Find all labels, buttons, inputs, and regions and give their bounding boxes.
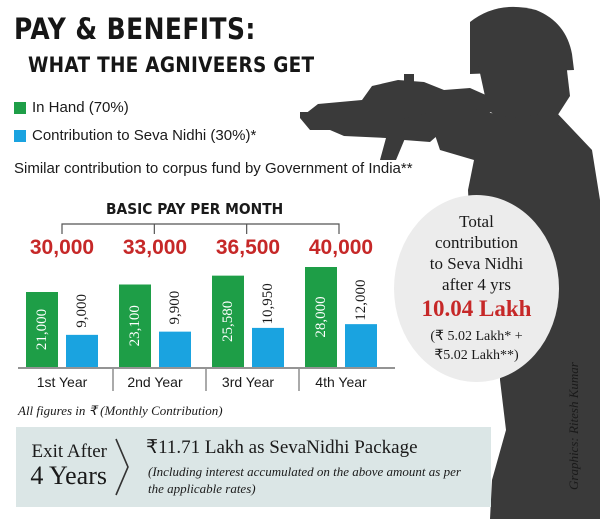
total-pay-label: 33,000 [123,236,187,259]
graphics-credit: Graphics: Ritesh Kumar [566,362,581,490]
total-amount: 10.04 Lakh [421,296,532,321]
bar-seva-nidhi [66,334,98,367]
page-title: PAY & BENEFITS: [14,12,256,46]
total-pay-label: 30,000 [30,236,94,259]
total-pay-label: 40,000 [309,236,373,259]
exit-label-line-1: Exit After [31,441,107,462]
chart-title: BASIC PAY PER MONTH [106,200,284,218]
total-line-1: Total [459,212,494,231]
exit-package-headline: ₹11.71 Lakh as SevaNidhi Package [146,437,418,458]
bar-in-hand-label: 28,000 [313,296,329,337]
chart-bracket [61,223,340,234]
bar-seva-nidhi [345,324,377,367]
bar-in-hand [26,292,58,367]
bar-in-hand-label: 25,580 [220,301,236,342]
category-label: 2nd Year [127,374,183,390]
total-line-4: after 4 yrs [442,275,511,294]
figures-note: All figures in ₹ (Monthly Contribution) [18,403,223,418]
total-breakdown-2: ₹5.02 Lakh**) [434,348,519,363]
exit-panel [16,427,491,507]
total-line-2: contribution [434,233,519,252]
exit-package-detail: (Including interest accumulated on the a… [148,464,461,497]
bar-in-hand-label: 21,000 [34,309,50,350]
page-subtitle: WHAT THE AGNIVEERS GET [28,53,315,77]
green-swatch-icon [14,101,26,114]
chevron-right-icon [115,438,129,496]
bar-in-hand [119,284,151,367]
bar-in-hand [212,275,244,367]
blue-swatch-icon [14,129,26,142]
category-label: 1st Year [37,374,88,390]
legend-item-in-hand: In Hand (70%) [14,99,129,116]
total-pay-label: 36,500 [216,236,280,259]
total-line-3: to Seva Nidhi [429,254,524,273]
exit-label-line-2: 4 Years [30,461,107,490]
bar-seva-nidhi-label: 10,950 [260,283,276,324]
legend-label-seva-nidhi: Contribution to Seva Nidhi (30%)* [32,127,257,144]
legend-item-seva-nidhi: Contribution to Seva Nidhi (30%)* [14,127,256,144]
bar-seva-nidhi [159,331,191,367]
legend-label-in-hand: In Hand (70%) [32,99,129,116]
bar-seva-nidhi [252,327,284,367]
category-label: 3rd Year [222,374,274,390]
bar-seva-nidhi-label: 9,900 [167,291,183,325]
total-contribution-circle [394,195,559,382]
bar-seva-nidhi-label: 9,000 [74,294,90,328]
bar-seva-nidhi-label: 12,000 [353,280,369,321]
category-label: 4th Year [315,374,367,390]
total-breakdown-1: (₹ 5.02 Lakh* + [430,329,523,344]
government-contribution-note: Similar contribution to corpus fund by G… [14,160,413,177]
bar-in-hand-label: 23,100 [127,305,143,346]
exit-label: Exit After 4 Years [27,442,107,489]
bar-in-hand [305,267,337,367]
